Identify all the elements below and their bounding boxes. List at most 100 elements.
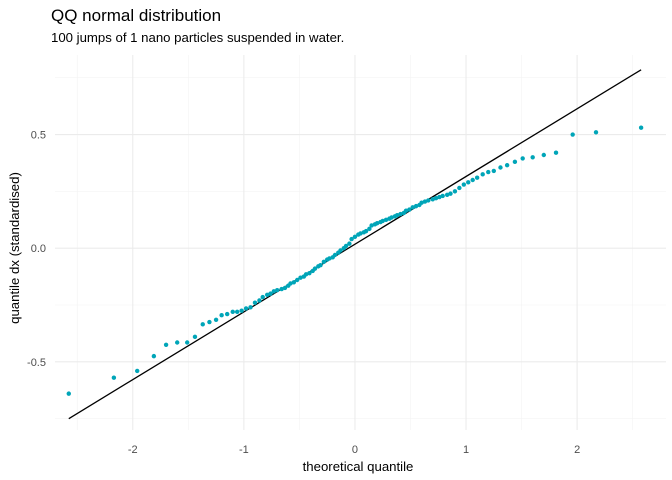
y-axis-title: quantile dx (standardised) xyxy=(7,172,22,324)
data-point xyxy=(466,180,471,185)
y-tick-label: -0.5 xyxy=(27,357,46,369)
data-point xyxy=(163,342,169,347)
data-point xyxy=(175,340,180,345)
data-point xyxy=(288,281,293,286)
data-point xyxy=(111,375,117,380)
data-point xyxy=(389,215,394,220)
chart-subtitle: 100 jumps of 1 nano particles suspended … xyxy=(51,30,344,45)
data-point xyxy=(593,130,599,135)
data-point xyxy=(282,285,288,291)
data-point xyxy=(257,298,262,303)
data-point xyxy=(480,172,485,177)
data-points xyxy=(66,125,644,396)
data-point xyxy=(512,159,518,165)
data-point xyxy=(369,223,374,228)
y-axis-ticks: -0.5 0.0 0.5 xyxy=(27,130,46,369)
data-point xyxy=(298,275,303,280)
major-gridlines xyxy=(55,55,666,430)
data-point xyxy=(486,169,491,175)
data-point xyxy=(430,197,435,202)
data-point xyxy=(452,189,458,194)
reference-line-layer xyxy=(68,69,642,420)
x-tick-label: 1 xyxy=(463,444,469,456)
data-point xyxy=(413,203,419,209)
data-point xyxy=(243,306,249,311)
data-point xyxy=(474,175,480,180)
data-point xyxy=(363,228,369,234)
data-point xyxy=(470,177,475,183)
data-point xyxy=(207,319,212,325)
data-point xyxy=(380,218,385,224)
data-point xyxy=(504,163,510,168)
data-point xyxy=(374,220,380,226)
y-tick-label: 0.0 xyxy=(31,243,46,255)
data-point xyxy=(230,309,235,315)
data-point xyxy=(437,194,442,200)
data-point xyxy=(383,217,389,222)
data-point xyxy=(332,252,338,258)
data-point xyxy=(318,263,323,268)
data-point xyxy=(213,317,219,322)
data-point xyxy=(638,125,644,130)
data-point xyxy=(541,152,546,158)
data-point xyxy=(358,231,363,236)
data-point xyxy=(491,168,497,174)
y-tick-label: 0.5 xyxy=(31,130,46,142)
data-point xyxy=(268,291,273,296)
data-point xyxy=(327,256,332,261)
data-point xyxy=(530,155,535,160)
data-point xyxy=(239,308,244,313)
data-point xyxy=(248,305,253,310)
data-point xyxy=(279,286,284,292)
data-point xyxy=(520,156,525,161)
data-point xyxy=(260,294,265,300)
data-point xyxy=(135,368,140,374)
data-point xyxy=(312,266,318,271)
data-point xyxy=(553,150,559,155)
x-tick-label: 2 xyxy=(574,444,580,456)
data-point xyxy=(264,292,270,297)
data-point xyxy=(200,322,205,327)
data-point xyxy=(192,334,198,340)
minor-gridlines xyxy=(55,55,666,430)
data-point xyxy=(410,205,415,210)
x-tick-label: 0 xyxy=(352,444,358,456)
data-point xyxy=(398,211,403,217)
data-point xyxy=(352,234,358,240)
data-point xyxy=(457,185,462,191)
data-point xyxy=(234,309,240,315)
data-point xyxy=(151,353,157,359)
data-point xyxy=(291,280,297,285)
data-point xyxy=(271,289,277,294)
data-point xyxy=(440,193,445,199)
data-point xyxy=(307,270,312,276)
data-point xyxy=(367,226,372,232)
data-point xyxy=(224,311,230,317)
data-point xyxy=(448,191,453,196)
data-point xyxy=(570,132,575,137)
data-point xyxy=(403,208,409,213)
data-point xyxy=(338,248,343,253)
data-point xyxy=(422,199,428,204)
data-point xyxy=(433,195,439,201)
data-point xyxy=(343,243,349,249)
data-point xyxy=(407,207,412,212)
data-point xyxy=(426,198,431,203)
x-axis-title: theoretical quantile xyxy=(303,459,414,474)
data-point xyxy=(498,165,503,170)
data-point xyxy=(461,182,467,187)
x-axis-ticks: -2 -1 0 1 2 xyxy=(128,444,580,456)
data-point xyxy=(66,391,71,396)
reference-line xyxy=(68,69,642,420)
data-point xyxy=(349,236,354,242)
data-point xyxy=(419,200,424,205)
data-point xyxy=(303,272,309,277)
data-point xyxy=(444,192,450,197)
data-point xyxy=(394,213,400,218)
x-tick-label: -2 xyxy=(128,444,138,456)
data-point xyxy=(347,241,352,246)
chart-title: QQ normal distribution xyxy=(51,6,221,25)
data-point xyxy=(184,340,190,345)
x-tick-label: -1 xyxy=(239,444,249,456)
